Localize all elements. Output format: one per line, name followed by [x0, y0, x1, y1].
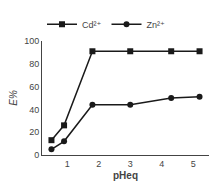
svg-text:4: 4 [159, 159, 164, 169]
svg-text:20: 20 [29, 127, 39, 137]
svg-text:40: 40 [29, 105, 39, 115]
svg-text:pHeq: pHeq [113, 170, 138, 181]
svg-text:60: 60 [29, 82, 39, 92]
svg-text:80: 80 [29, 59, 39, 69]
svg-text:100: 100 [24, 36, 39, 46]
svg-text:5: 5 [191, 159, 196, 169]
svg-text:0: 0 [34, 150, 39, 160]
svg-text:E%: E% [8, 90, 19, 106]
svg-text:3: 3 [128, 159, 133, 169]
svg-text:Cd²⁺: Cd²⁺ [82, 20, 102, 30]
svg-text:Zn²⁺: Zn²⁺ [147, 20, 166, 30]
svg-text:2: 2 [96, 159, 101, 169]
svg-text:1: 1 [65, 159, 70, 169]
